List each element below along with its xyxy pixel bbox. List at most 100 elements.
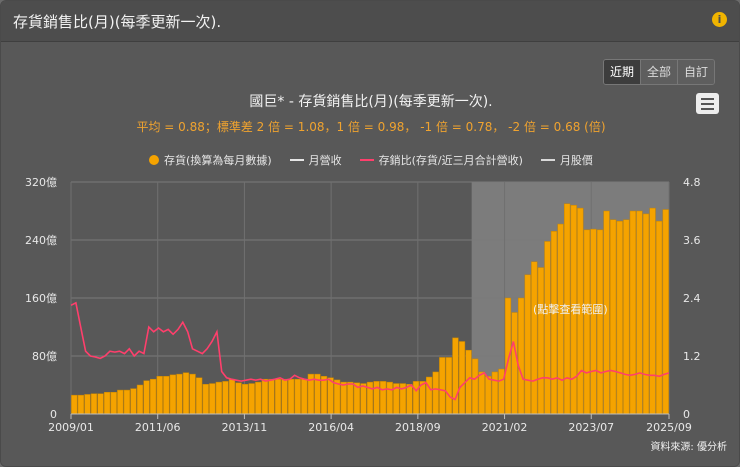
inventory-bar [458, 341, 466, 415]
inventory-bar [123, 389, 130, 415]
legend-line-icon [289, 159, 304, 161]
inventory-bar [288, 378, 295, 415]
inventory-bar [301, 378, 308, 415]
inventory-bar [347, 381, 354, 415]
inventory-bar [163, 376, 170, 415]
inventory-bar [104, 392, 111, 415]
inventory-bar [544, 241, 551, 415]
inventory-bar [373, 381, 380, 415]
inventory-bar [380, 381, 387, 415]
inventory-bar [150, 378, 157, 415]
inventory-bar [228, 378, 236, 415]
inventory-bar [386, 381, 393, 415]
data-source: 資料來源: 優分析 [650, 442, 727, 453]
inventory-bar [196, 377, 203, 415]
hamburger-menu-icon[interactable] [696, 93, 719, 114]
inventory-bar [465, 349, 472, 415]
panel-header: 存貨銷售比(月)(每季更新一次). i [1, 1, 739, 42]
y-right-tick-label: 1.2 [683, 350, 701, 363]
inventory-bar [327, 377, 334, 415]
inventory-bar [472, 358, 479, 415]
panel-title: 存貨銷售比(月)(每季更新一次). [13, 13, 222, 31]
y-right-tick-label: 0 [683, 408, 690, 421]
legend-label-revenue: 月營收 [308, 154, 342, 167]
inventory-bar [176, 373, 183, 415]
inventory-bar [340, 381, 347, 415]
inventory-bar [531, 261, 538, 415]
inventory-bar [656, 220, 663, 415]
legend-item-ratio[interactable]: 存銷比(存貨/近三月合計營收) [359, 152, 523, 168]
x-tick-label: 2023/07 [568, 421, 614, 434]
inventory-bar [649, 207, 656, 415]
inventory-bar [156, 376, 163, 415]
inventory-bar [136, 384, 144, 415]
inventory-bar [255, 381, 262, 415]
legend-dot-icon [149, 155, 160, 165]
legend-item-price[interactable]: 月股價 [540, 152, 593, 168]
inventory-bar [412, 381, 420, 415]
ratio-line [70, 301, 670, 401]
inventory-bar [182, 372, 190, 415]
y-right-tick-label: 4.8 [683, 176, 701, 189]
inventory-bar [110, 392, 117, 415]
legend-item-revenue[interactable]: 月營收 [289, 152, 342, 168]
inventory-bar [169, 374, 176, 415]
inventory-bar [511, 312, 518, 415]
range-all-button[interactable]: 全部 [640, 60, 678, 84]
info-icon[interactable]: i [712, 12, 727, 27]
inventory-bar [202, 384, 209, 415]
chart-title: 國巨* - 存貨銷售比(月)(每季更新一次). [249, 94, 493, 110]
chart-legend: 存貨(換算為每月數據) 月營收 存銷比(存貨/近三月合計營收) 月股價 [1, 152, 739, 168]
inventory-bar [215, 381, 222, 415]
inventory-bar [97, 393, 104, 415]
inventory-bar [248, 383, 255, 415]
legend-label-inventory: 存貨(換算為每月數據) [164, 154, 272, 167]
y-right-tick-label: 3.6 [683, 234, 701, 247]
inventory-bar [439, 357, 446, 415]
legend-line-icon [359, 159, 374, 161]
y-left-tick-label: 80億 [32, 350, 57, 363]
inventory-bar [77, 394, 84, 415]
inventory-bar [209, 383, 216, 415]
inventory-bar [242, 384, 249, 415]
inventory-bar [557, 223, 564, 415]
legend-label-ratio: 存銷比(存貨/近三月合計營收) [378, 154, 523, 167]
inventory-bar [90, 393, 98, 415]
inventory-bar [478, 371, 485, 415]
inventory-bar [143, 380, 150, 415]
legend-item-inventory[interactable]: 存貨(換算為每月數據) [149, 152, 272, 168]
inventory-bar [432, 371, 439, 415]
inventory-bar [71, 394, 78, 415]
x-tick-label: 2016/04 [308, 421, 354, 434]
inventory-bar [274, 378, 282, 415]
inventory-bar [426, 376, 433, 415]
x-tick-label: 2009/01 [48, 421, 94, 434]
inventory-bar [360, 383, 367, 415]
inventory-bar [117, 389, 124, 415]
y-left-tick-label: 0 [50, 408, 57, 421]
y-right-tick-label: 2.4 [683, 292, 701, 305]
inventory-bar [320, 376, 328, 415]
inventory-bar [498, 368, 505, 415]
x-tick-label: 2018/09 [395, 421, 441, 434]
inventory-bar [334, 379, 341, 415]
x-tick-label: 2025/09 [646, 421, 692, 434]
inventory-bar [491, 371, 498, 415]
inventory-bar [445, 357, 452, 415]
inventory-bar [130, 388, 137, 415]
range-selector: 近期 全部 自訂 [603, 59, 716, 85]
range-recent-button[interactable]: 近期 [604, 60, 641, 84]
legend-label-price: 月股價 [559, 154, 593, 167]
inventory-bar [616, 220, 623, 415]
inventory-bar [623, 219, 630, 415]
inventory-bar [189, 373, 196, 415]
inventory-bar [596, 229, 604, 415]
range-custom-button[interactable]: 自訂 [677, 60, 715, 84]
legend-line-icon [540, 159, 555, 161]
highlight-label: (點擊查看範圍) [533, 302, 608, 316]
chart-subtitle: 平均 = 0.88；標準差 2 倍 = 1.08，1 倍 = 0.98， -1 … [136, 120, 606, 134]
inventory-bar [642, 213, 650, 415]
y-left-tick-label: 320億 [25, 176, 57, 189]
